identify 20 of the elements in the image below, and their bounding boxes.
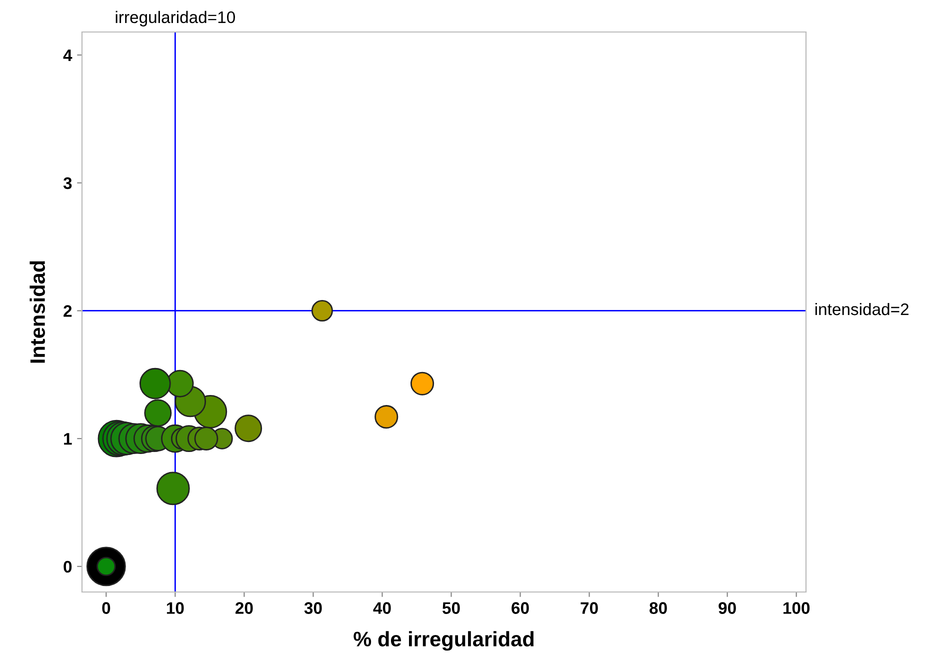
ref-line-label: intensidad=2 [815, 302, 908, 316]
x-tick-label: 70 [580, 602, 598, 614]
ref-line-label: irregularidad=10 [116, 10, 235, 26]
y-tick-label: 0 [64, 560, 72, 573]
x-tick-label: 30 [304, 602, 322, 614]
y-tick-label: 2 [64, 305, 72, 317]
y-tick-label: 1 [64, 433, 72, 445]
x-tick-label: 10 [166, 602, 184, 614]
x-tick-label: 60 [512, 602, 529, 614]
x-tick-label: 0 [102, 602, 110, 614]
x-tick-label: 80 [650, 602, 667, 614]
x-tick-label: 40 [373, 602, 391, 614]
x-tick-label: 90 [718, 602, 736, 614]
y-axis-title: Intensidad [30, 261, 46, 363]
x-tick-label: 100 [783, 602, 810, 614]
x-axis-title: % de irregularidad [354, 631, 534, 651]
x-tick-label: 50 [442, 602, 460, 614]
y-tick-label: 4 [63, 50, 72, 62]
y-tick-label: 3 [63, 177, 72, 190]
x-tick-label: 20 [236, 602, 253, 614]
